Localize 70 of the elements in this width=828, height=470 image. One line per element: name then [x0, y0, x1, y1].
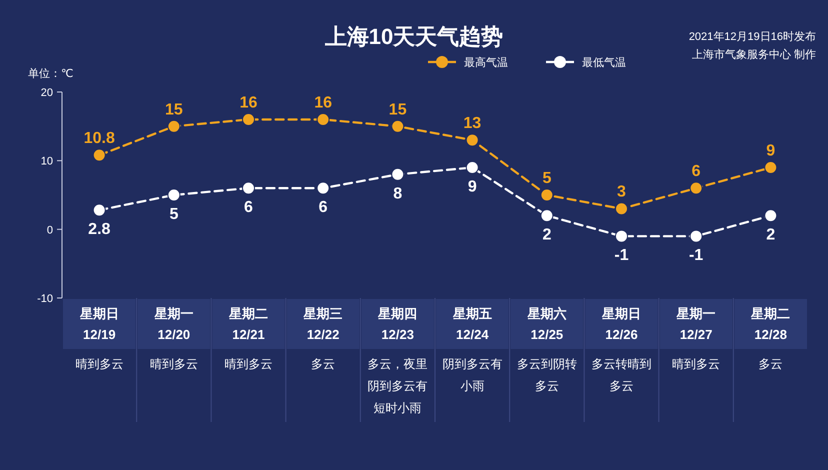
data-label: 9 — [766, 142, 776, 160]
y-tick-label: -10 — [37, 293, 53, 305]
data-label: 2 — [542, 226, 552, 244]
point — [690, 230, 703, 243]
text: 多云 — [311, 357, 336, 371]
data-label: 6 — [244, 199, 254, 216]
x-tick-label: 星期四 12/23 — [377, 306, 418, 342]
point — [92, 204, 106, 217]
data-label: -1 — [688, 247, 704, 264]
legend-label: 最低气温 — [582, 57, 626, 69]
text: 晴到多云 — [224, 357, 272, 371]
point — [242, 182, 255, 195]
y-tick-label: 10 — [40, 156, 53, 168]
text: 上海市气象服务中心 制作 — [692, 48, 816, 61]
x-tick-label: 星期二 12/28 — [750, 306, 790, 342]
chart-title: 上海10天天气趋势 — [324, 24, 504, 49]
y-axis-title: 单位：℃ — [28, 67, 74, 80]
data-label: 5 — [169, 206, 178, 223]
data-label: 15 — [388, 101, 407, 118]
data-label: 6 — [692, 163, 701, 180]
data-label: 9 — [468, 178, 477, 196]
data-label: -1 — [614, 247, 629, 264]
point — [242, 112, 255, 126]
data-label: 6 — [318, 199, 328, 216]
point — [540, 188, 554, 202]
point — [615, 230, 628, 243]
x-tick-label: 星期六 12/25 — [526, 306, 566, 342]
data-label: 2.8 — [88, 221, 111, 238]
point — [466, 134, 479, 147]
point — [391, 120, 404, 133]
x-tick-label: 星期一 12/20 — [153, 306, 194, 342]
text: 多云转晴到多云 — [592, 357, 652, 393]
text: 晴到多云 — [75, 357, 124, 371]
point — [764, 161, 778, 174]
point — [92, 148, 106, 162]
point — [764, 209, 778, 222]
text: 晴到多云 — [150, 357, 198, 371]
data-label: 16 — [240, 94, 258, 112]
data-label: 2 — [766, 226, 776, 244]
x-tick-label: 星期三 12/22 — [302, 306, 343, 342]
text: 阴到多云有小雨 — [442, 357, 502, 393]
data-label: 16 — [314, 94, 332, 112]
point — [316, 112, 330, 126]
data-label: 10.8 — [84, 130, 115, 148]
data-label: 15 — [165, 101, 183, 118]
y-tick-label: 0 — [46, 224, 53, 236]
text: 晴到多云 — [672, 357, 720, 371]
text: 2021年12月19日16时发布 — [688, 30, 816, 43]
data-label: 5 — [542, 170, 552, 187]
y-tick-label: 20 — [40, 87, 53, 99]
point — [391, 168, 404, 181]
x-tick-label: 星期二 12/21 — [228, 306, 268, 342]
data-label: 8 — [393, 185, 402, 202]
text: 多云，夜里阴到多云有短时小雨 — [368, 357, 428, 415]
point — [316, 182, 330, 195]
point — [690, 182, 703, 195]
text: 多云到阴转多云 — [516, 357, 577, 393]
data-label: 13 — [463, 115, 482, 132]
data-label: 3 — [617, 184, 626, 201]
x-tick-label: 星期一 12/27 — [676, 306, 716, 342]
point — [466, 161, 479, 174]
point — [167, 188, 180, 202]
point — [167, 120, 180, 133]
point — [615, 202, 628, 216]
x-tick-label: 星期日 12/26 — [601, 306, 641, 342]
point — [540, 209, 554, 222]
x-tick-label: 星期五 12/24 — [452, 306, 492, 342]
x-tick-label: 星期日 12/19 — [78, 306, 119, 342]
legend-label: 最高气温 — [464, 56, 508, 69]
text: 多云 — [758, 357, 783, 371]
